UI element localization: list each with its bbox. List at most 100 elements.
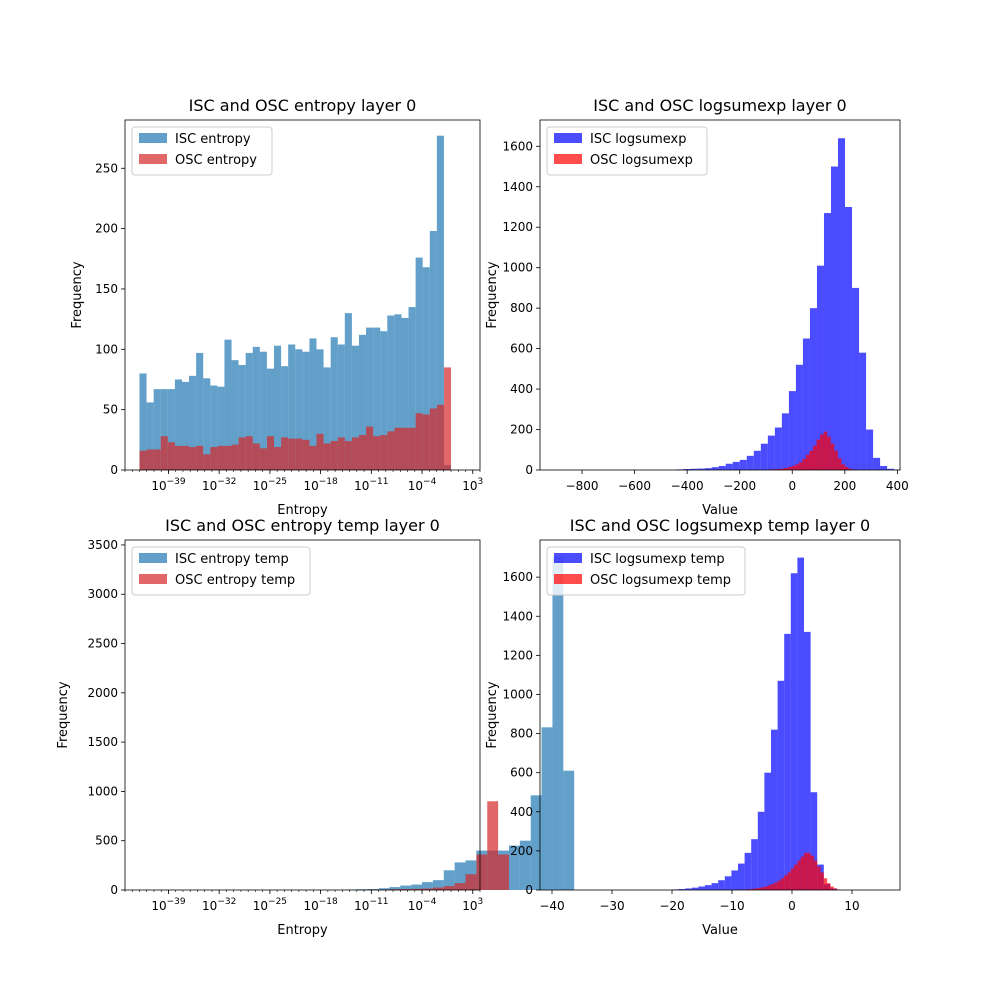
- plot-frame: [124, 119, 481, 471]
- bar: [443, 886, 455, 890]
- bar: [203, 378, 211, 470]
- y-tick-label: 1500: [87, 735, 118, 749]
- bar: [316, 433, 324, 470]
- bar: [757, 811, 765, 890]
- y-tick-label: 1000: [87, 784, 118, 798]
- bar: [738, 863, 745, 890]
- y-tick-label: 0: [110, 463, 118, 477]
- bar: [805, 454, 810, 470]
- bar: [358, 334, 367, 470]
- bar: [422, 888, 433, 890]
- bar: [807, 852, 811, 890]
- bar: [754, 888, 758, 890]
- bar: [323, 443, 331, 470]
- bar: [401, 427, 409, 470]
- bar: [732, 461, 740, 470]
- series-1: [738, 852, 841, 890]
- y-tick-label: 250: [95, 161, 118, 175]
- y-tick-label: 1200: [502, 648, 533, 662]
- bar: [295, 349, 303, 470]
- series-1: [139, 367, 452, 470]
- bar: [408, 427, 416, 470]
- bar: [196, 445, 204, 470]
- bar: [380, 435, 388, 470]
- bar: [238, 365, 246, 470]
- x-tick-label: −40: [539, 899, 564, 913]
- bar: [309, 445, 317, 470]
- bar: [160, 389, 168, 470]
- bar: [394, 314, 402, 470]
- bar: [791, 465, 796, 470]
- bar: [797, 557, 804, 890]
- x-tick-label: 103: [462, 897, 483, 913]
- bar: [274, 345, 282, 470]
- bar: [181, 381, 190, 470]
- y-tick-label: 200: [95, 222, 118, 236]
- legend-label: OSC logsumexp temp: [590, 573, 731, 588]
- chart-panel-0: 10−39 10−32 10−25 10−18 10−11 10−4 103 0 50 100 15…: [70, 96, 483, 518]
- bar: [873, 457, 881, 470]
- bar: [288, 344, 296, 470]
- y-tick-label: 800: [510, 301, 533, 315]
- bar: [804, 852, 808, 890]
- legend-swatch: [139, 154, 167, 164]
- bar: [691, 887, 699, 890]
- bar: [784, 875, 788, 890]
- bar: [238, 437, 246, 470]
- bar: [777, 680, 785, 890]
- x-tick-label: 10−25: [253, 477, 287, 493]
- bar: [563, 770, 575, 890]
- bar: [302, 351, 310, 470]
- y-tick-label: 50: [103, 403, 118, 417]
- plot-frame: [539, 539, 901, 891]
- bar: [823, 213, 831, 470]
- bar: [476, 854, 488, 890]
- bar: [146, 402, 154, 470]
- bar: [394, 427, 402, 470]
- bar: [508, 845, 520, 890]
- y-tick-label: 400: [510, 382, 533, 396]
- bar: [771, 729, 778, 890]
- x-tick-label: 10−11: [354, 897, 388, 913]
- y-tick-label: 100: [95, 342, 118, 356]
- bar: [358, 435, 367, 470]
- bar: [552, 556, 564, 890]
- y-axis-label: Frequency: [56, 681, 71, 748]
- x-axis-label: Value: [702, 503, 738, 518]
- bar: [351, 345, 359, 470]
- y-tick-label: 3500: [87, 538, 118, 552]
- bar: [387, 431, 395, 470]
- bar: [408, 307, 416, 470]
- bar: [436, 404, 444, 470]
- bar: [731, 870, 738, 890]
- bar: [330, 337, 338, 470]
- bar: [422, 414, 430, 470]
- bar: [795, 364, 803, 470]
- x-tick-label: 10−25: [253, 897, 287, 913]
- bar: [454, 862, 466, 890]
- bar: [777, 880, 781, 890]
- bar: [704, 468, 712, 470]
- bar: [813, 445, 817, 470]
- bar: [880, 465, 888, 470]
- bar: [174, 379, 182, 470]
- y-tick-label: 600: [510, 766, 533, 780]
- legend-label: OSC logsumexp: [590, 153, 693, 168]
- x-tick-label: 10−18: [303, 477, 338, 493]
- x-tick-label: 10−39: [151, 897, 186, 913]
- bar: [804, 631, 811, 890]
- x-axis-label: Entropy: [277, 503, 328, 518]
- bar: [259, 448, 267, 470]
- bar: [845, 206, 853, 471]
- bar: [465, 874, 477, 890]
- chart-title: ISC and OSC entropy layer 0: [189, 96, 417, 115]
- x-tick-label: 0: [788, 899, 796, 913]
- legend-label: ISC entropy: [175, 132, 251, 147]
- plot-frame: [539, 119, 901, 471]
- bar: [705, 885, 712, 890]
- y-tick-label: 500: [95, 834, 118, 848]
- bar: [210, 447, 218, 470]
- bar: [718, 465, 726, 470]
- legend: ISC entropy OSC entropy: [131, 126, 273, 176]
- y-tick-label: 1400: [502, 609, 533, 623]
